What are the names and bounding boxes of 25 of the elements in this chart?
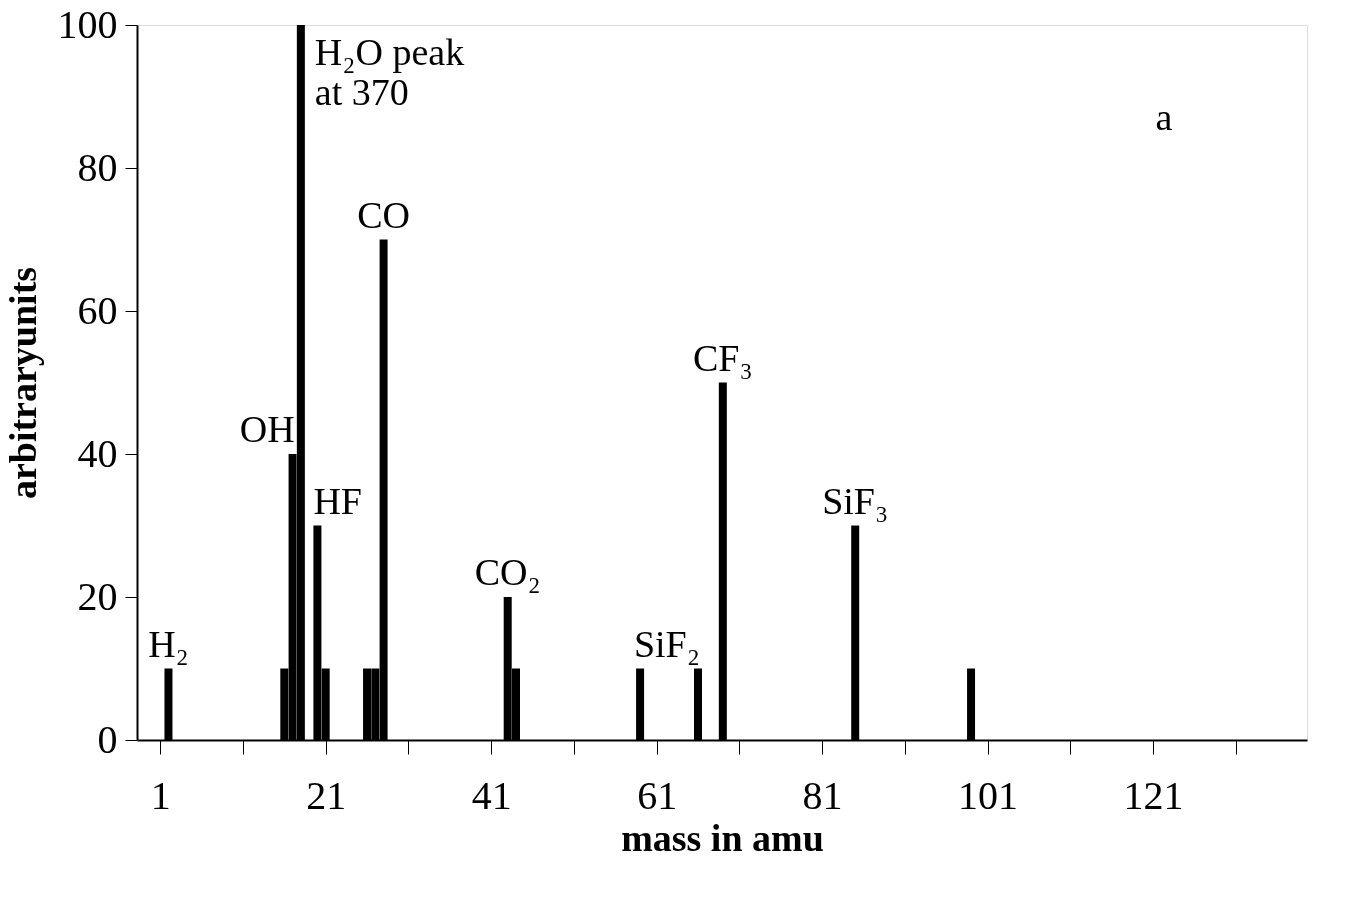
annotation: CO₂	[474, 551, 541, 593]
y-tick-label: 80	[77, 144, 118, 190]
annotation: CO	[357, 193, 410, 236]
x-tick-label: 81	[802, 772, 843, 818]
x-tick-label: 121	[1123, 772, 1184, 818]
x-tick-label: 21	[306, 772, 347, 818]
y-tick-label: 20	[77, 573, 118, 619]
annotation: H₂O peak at 370	[314, 31, 465, 113]
x-tick-label: 101	[958, 772, 1019, 818]
x-axis-title: mass in amu	[621, 816, 824, 859]
annotation: a	[1155, 96, 1173, 138]
x-tick-label: 1	[150, 772, 171, 818]
annotation: H₂	[148, 622, 189, 665]
y-tick-label: 0	[97, 716, 118, 762]
x-tick-label: 61	[637, 772, 678, 818]
y-tick-label: 60	[77, 287, 118, 333]
annotation: OH	[239, 408, 295, 450]
annotation: SiF₃	[822, 479, 889, 522]
y-tick-label: 100	[57, 1, 118, 47]
x-tick-label: 41	[471, 772, 512, 818]
annotation: SiF₂	[633, 622, 701, 665]
annotation: HF	[313, 479, 362, 522]
annotation: CF₃	[692, 336, 753, 379]
y-axis-title: arbitraryunits	[1, 266, 44, 500]
y-tick-label: 40	[77, 430, 118, 476]
